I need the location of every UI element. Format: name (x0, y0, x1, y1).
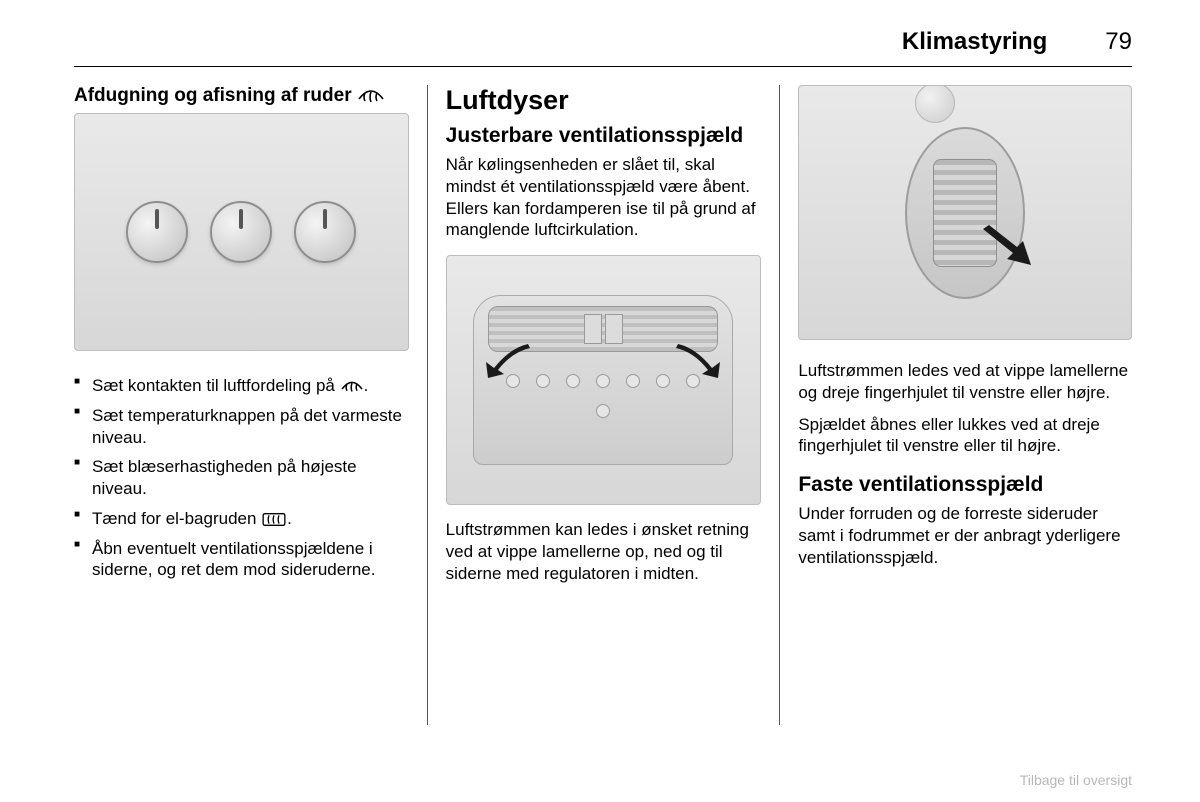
temperature-dial (126, 201, 188, 263)
after-image-paragraph: Luftstrømmen kan ledes i ønsket retning … (446, 519, 762, 584)
column-1: Afdugning og afisning af ruder Sæt konta… (74, 85, 427, 725)
column-2: Luftdyser Justerbare ventilationsspjæld … (427, 85, 780, 725)
radio-knobs-row (498, 374, 708, 418)
page-header: Klimastyring 79 (74, 28, 1132, 56)
page-number: 79 (1105, 28, 1132, 56)
list-item-text: Sæt blæserhastigheden på højeste niveau. (92, 457, 357, 498)
hazard-button-graphic (584, 314, 602, 344)
back-to-overview-link[interactable]: Tilbage til oversigt (1020, 772, 1132, 788)
defog-heading: Afdugning og afisning af ruder (74, 85, 409, 107)
knob-graphic (626, 374, 640, 388)
list-item: Sæt kontakten til luftfordeling på . (74, 375, 409, 397)
knob-graphic (596, 374, 610, 388)
side-vent-wrapper (905, 127, 1025, 299)
paragraph: Under forruden og de forreste sideruder … (798, 503, 1132, 568)
airflow-arrow-left-icon (480, 340, 534, 380)
list-item-text: Sæt kontakten til luftfordeling på (92, 376, 335, 395)
knob-graphic (596, 404, 610, 418)
dashboard-sensor-graphic (915, 85, 955, 123)
list-item-text: Åbn eventuelt ventilationsspjældene i si… (92, 539, 376, 580)
list-item: Sæt temperaturknappen på det varmeste ni… (74, 405, 409, 449)
side-vent-image (798, 85, 1132, 340)
dials-row (126, 201, 356, 263)
three-column-layout: Afdugning og afisning af ruder Sæt konta… (74, 85, 1132, 725)
subsection-title: Justerbare ventilationsspjæld (446, 124, 762, 148)
manual-page: Klimastyring 79 Afdugning og afisning af… (0, 0, 1200, 802)
paragraph: Luftstrømmen ledes ved at vippe lameller… (798, 360, 1132, 404)
airflow-arrow-icon (979, 225, 1035, 269)
lock-button-graphic (605, 314, 623, 344)
knob-graphic (656, 374, 670, 388)
defog-instructions-list: Sæt kontakten til luftfordeling på . Sæt… (74, 375, 409, 581)
rear-defrost-icon (262, 512, 286, 527)
list-item: Åbn eventuelt ventilationsspjældene i si… (74, 538, 409, 582)
list-item-suffix: . (364, 376, 369, 395)
knob-graphic (566, 374, 580, 388)
list-item-text: Tænd for el-bagruden (92, 509, 256, 528)
column-3: Luftstrømmen ledes ved at vippe lameller… (779, 85, 1132, 725)
list-item-text: Sæt temperaturknappen på det varmeste ni… (92, 406, 402, 447)
subsection-title: Faste ventilationsspjæld (798, 473, 1132, 497)
air-distribution-dial (294, 201, 356, 263)
list-item: Tænd for el-bagruden . (74, 508, 409, 530)
paragraph: Spjældet åbnes eller lukkes ved at dreje… (798, 414, 1132, 458)
defrost-icon (358, 87, 384, 105)
section-title: Luftdyser (446, 85, 762, 116)
header-rule (74, 66, 1132, 67)
airflow-arrow-right-icon (672, 340, 726, 380)
intro-paragraph: Når kølingsenheden er slået til, skal mi… (446, 154, 762, 241)
chapter-title: Klimastyring (902, 28, 1047, 56)
knob-graphic (536, 374, 550, 388)
center-buttons (584, 314, 623, 344)
list-item: Sæt blæserhastigheden på højeste niveau. (74, 456, 409, 500)
climate-dials-image (74, 113, 409, 351)
side-vent-body (905, 127, 1025, 299)
fan-speed-dial (210, 201, 272, 263)
list-item-suffix: . (287, 509, 292, 528)
center-vent-body (473, 295, 733, 465)
center-vent-image (446, 255, 762, 505)
defrost-icon (341, 379, 363, 394)
defog-heading-text: Afdugning og afisning af ruder (74, 85, 352, 107)
